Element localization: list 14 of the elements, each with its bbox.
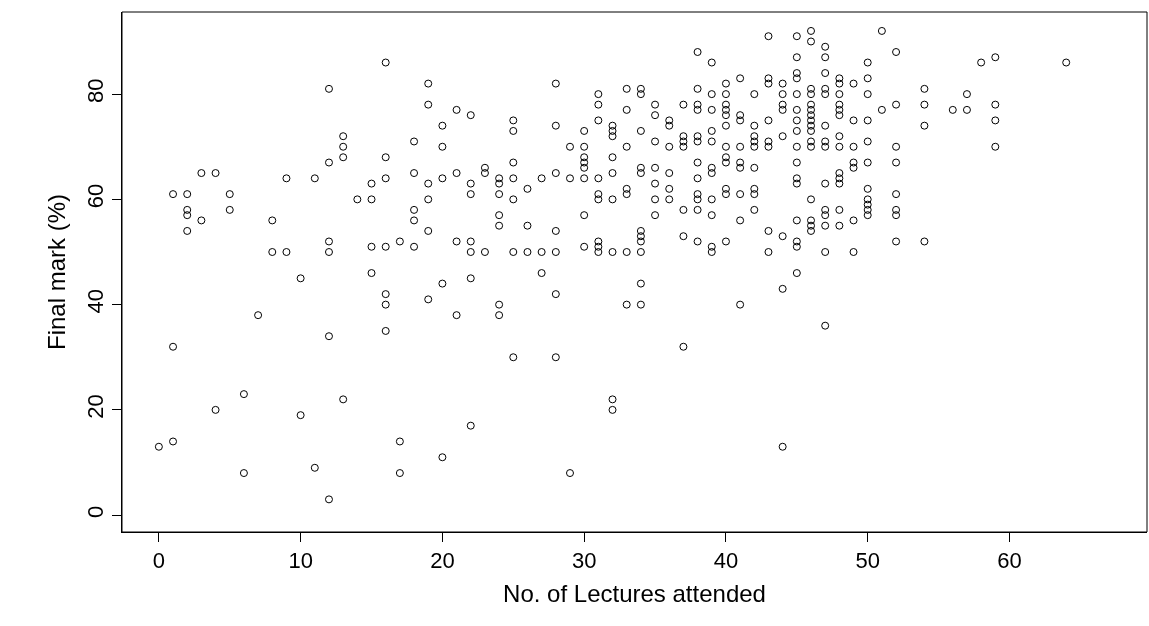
x-tick-label: 30 — [571, 548, 597, 574]
y-axis-title: Final mark (%) — [43, 193, 71, 351]
y-tick-label: 40 — [83, 289, 109, 314]
x-tick-label: 20 — [430, 548, 455, 574]
y-tick-label: 60 — [83, 183, 109, 209]
x-axis-title: No. of Lectures attended — [503, 579, 766, 607]
x-tick-label: 60 — [997, 548, 1022, 574]
x-tick-label: 0 — [152, 548, 165, 574]
y-tick-label: 0 — [83, 505, 109, 518]
x-tick-label: 10 — [288, 548, 313, 574]
y-tick-label: 80 — [83, 78, 109, 104]
y-tick-label: 20 — [83, 394, 109, 419]
x-tick-label: 50 — [855, 548, 880, 574]
x-tick-label: 40 — [713, 548, 739, 574]
